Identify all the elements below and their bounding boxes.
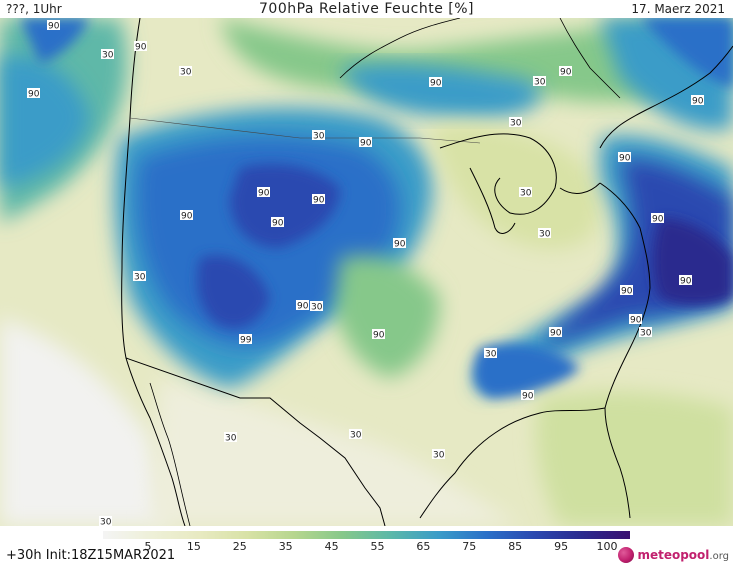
map-title: 700hPa Relative Feuchte [%] <box>259 1 474 17</box>
colorbar <box>103 531 630 539</box>
contour-label: 90 <box>359 137 372 149</box>
colorbar-tick: 45 <box>324 540 339 553</box>
contour-label: 30 <box>99 516 112 526</box>
colorbar-tick: 75 <box>462 540 477 553</box>
colorbar-tick: 35 <box>278 540 293 553</box>
svg-text:30: 30 <box>534 78 546 88</box>
svg-text:90: 90 <box>360 139 372 149</box>
coastlines-and-borders <box>121 18 733 526</box>
contour-label: 30 <box>432 449 445 461</box>
svg-text:90: 90 <box>48 22 60 32</box>
svg-text:90: 90 <box>550 329 562 339</box>
contour-label: 90 <box>312 194 325 206</box>
svg-text:90: 90 <box>430 79 442 89</box>
colorbar-tick: 95 <box>554 540 569 553</box>
svg-text:90: 90 <box>652 215 664 225</box>
svg-text:90: 90 <box>560 68 572 78</box>
contour-label: 30 <box>133 271 146 283</box>
contour-label: 90 <box>559 66 572 78</box>
contour-label: 90 <box>134 41 147 53</box>
logo-text: meteopool.org <box>637 548 729 562</box>
contour-label: 90 <box>691 95 704 107</box>
svg-text:90: 90 <box>522 392 534 402</box>
svg-text:90: 90 <box>313 196 325 206</box>
svg-text:30: 30 <box>313 132 325 142</box>
humidity-field <box>0 18 733 526</box>
contour-label: 90 <box>180 210 193 222</box>
contour-label: 30 <box>349 429 362 441</box>
header-run-label: ???, 1Uhr <box>6 2 62 16</box>
contour-label: 30 <box>179 66 192 78</box>
forecast-init-label: +30h Init:18Z15MAR2021 <box>6 548 176 563</box>
svg-text:90: 90 <box>28 90 40 100</box>
svg-text:30: 30 <box>102 51 114 61</box>
contour-label: 90 <box>27 88 40 100</box>
svg-text:90: 90 <box>272 219 284 229</box>
valid-date: 17. Maerz 2021 <box>631 2 725 16</box>
svg-text:90: 90 <box>680 277 692 287</box>
svg-text:90: 90 <box>258 189 270 199</box>
svg-text:90: 90 <box>619 154 631 164</box>
contour-label: 90 <box>651 213 664 225</box>
contour-label: 90 <box>47 20 60 32</box>
svg-text:30: 30 <box>520 189 532 199</box>
svg-text:90: 90 <box>297 302 309 312</box>
colorbar-tick: 65 <box>416 540 431 553</box>
contour-label: 30 <box>538 228 551 240</box>
contour-label: 90 <box>521 390 534 402</box>
svg-text:30: 30 <box>180 68 192 78</box>
svg-text:30: 30 <box>510 119 522 129</box>
contour-label: 90 <box>629 314 642 326</box>
svg-text:90: 90 <box>692 97 704 107</box>
contour-label: 90 <box>679 275 692 287</box>
colorbar-tick: 25 <box>232 540 247 553</box>
svg-text:30: 30 <box>100 518 112 527</box>
svg-text:30: 30 <box>539 230 551 240</box>
svg-text:90: 90 <box>373 331 385 341</box>
colorbar-tick: 85 <box>508 540 523 553</box>
contour-label: 90 <box>429 77 442 89</box>
svg-text:30: 30 <box>311 303 323 313</box>
svg-text:99: 99 <box>240 336 252 346</box>
contour-label: 90 <box>393 238 406 250</box>
contour-label: 30 <box>639 327 652 339</box>
svg-text:30: 30 <box>134 273 146 283</box>
logo-mark-icon <box>618 547 635 563</box>
contour-label: 30 <box>101 49 114 61</box>
contour-label: 90 <box>257 187 270 199</box>
contour-label: 30 <box>509 117 522 129</box>
svg-text:30: 30 <box>433 451 445 461</box>
svg-text:30: 30 <box>485 350 497 360</box>
meteopool-logo[interactable]: meteopool.org <box>618 546 729 564</box>
contour-label: 90 <box>549 327 562 339</box>
svg-text:30: 30 <box>225 434 237 444</box>
colorbar-tick: 100 <box>596 540 618 553</box>
contour-label: 30 <box>312 130 325 142</box>
contour-label: 30 <box>484 348 497 360</box>
svg-text:30: 30 <box>640 329 652 339</box>
contour-label: 30 <box>519 187 532 199</box>
colorbar-tick: 5 <box>144 540 152 553</box>
colorbar-tick: 15 <box>186 540 201 553</box>
svg-text:90: 90 <box>630 316 642 326</box>
contour-label: 99 <box>239 334 252 346</box>
contour-label: 90 <box>271 217 284 229</box>
contour-label: 90 <box>620 285 633 297</box>
contour-label: 30 <box>224 432 237 444</box>
contour-label: 30 <box>310 301 323 313</box>
contour-label: 90 <box>372 329 385 341</box>
svg-text:90: 90 <box>135 43 147 53</box>
contour-label: 30 <box>533 76 546 88</box>
svg-text:90: 90 <box>621 287 633 297</box>
colorbar-tick: 55 <box>370 540 385 553</box>
svg-text:90: 90 <box>394 240 406 250</box>
contour-label: 90 <box>618 152 631 164</box>
svg-text:90: 90 <box>181 212 193 222</box>
contour-label: 90 <box>296 300 309 312</box>
svg-text:30: 30 <box>350 431 362 441</box>
